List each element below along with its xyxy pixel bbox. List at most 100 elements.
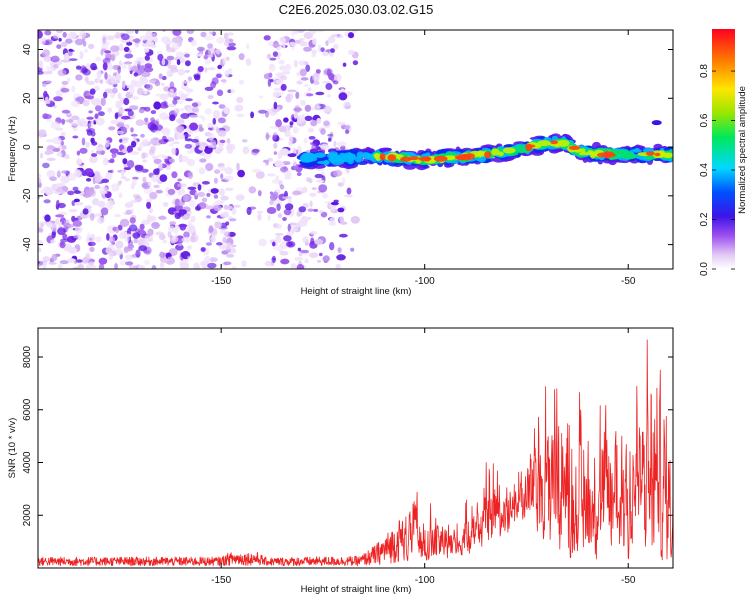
spectrogram-noise-blob bbox=[219, 139, 226, 144]
spectrogram-noise-blob bbox=[147, 181, 152, 187]
spectrogram-noise-blob bbox=[115, 31, 121, 39]
spectrogram-noise-blob bbox=[183, 231, 190, 239]
spectrogram-noise-blob bbox=[71, 115, 79, 121]
spectrogram-noise-blob bbox=[111, 183, 120, 192]
spectrogram-noise-blob bbox=[171, 147, 177, 155]
spectrogram-noise-blob bbox=[108, 126, 116, 131]
spectrogram-noise-blob bbox=[332, 80, 339, 85]
spectrogram-noise-blob bbox=[163, 100, 168, 107]
spectrogram-noise-blob bbox=[159, 262, 165, 268]
spectrogram-noise-blob bbox=[330, 201, 339, 206]
spectrogram-noise-blob bbox=[121, 62, 127, 70]
spectrogram-noise-blob bbox=[82, 99, 90, 107]
spectrogram-noise-blob bbox=[227, 67, 233, 74]
spectrogram-noise-blob bbox=[126, 160, 135, 169]
spectrogram-noise-blob bbox=[179, 155, 189, 163]
spectrogram-noise-blob bbox=[323, 120, 330, 126]
spectrogram-noise-blob bbox=[96, 77, 100, 83]
spectrogram-signal-blob bbox=[428, 156, 436, 163]
spectrogram-noise-blob bbox=[62, 233, 68, 241]
spectrogram-signal-blob bbox=[623, 153, 638, 159]
spectrogram-noise-blob bbox=[97, 111, 105, 117]
spectrogram-noise-blob bbox=[305, 64, 311, 72]
spectrogram-noise-blob bbox=[330, 48, 335, 53]
spectrogram-noise-blob bbox=[273, 136, 277, 140]
spectrogram-noise-blob bbox=[143, 66, 154, 73]
spectrogram-noise-blob bbox=[273, 101, 278, 110]
snr-y-tick-label: 4000 bbox=[22, 451, 33, 474]
spectrogram-noise-blob bbox=[231, 207, 237, 215]
spectrogram-noise-blob bbox=[308, 136, 316, 140]
spectrogram-noise-blob bbox=[102, 157, 109, 166]
spectrogram-noise-blob bbox=[298, 60, 308, 66]
spectrogram-noise-blob bbox=[314, 173, 324, 179]
spectrogram-noise-blob bbox=[148, 207, 153, 214]
spectrogram-noise-blob bbox=[118, 192, 123, 199]
spectrogram-noise-blob bbox=[235, 194, 245, 201]
spectrogram-noise-blob bbox=[140, 133, 145, 138]
spectrogram-noise-blob bbox=[246, 43, 250, 50]
spectrogram-noise-blob bbox=[118, 60, 123, 67]
spectrogram-noise-blob bbox=[210, 188, 219, 194]
spectrogram-noise-blob bbox=[216, 242, 223, 246]
spectrogram-noise-blob bbox=[39, 152, 44, 159]
spectrogram-noise-blob bbox=[186, 92, 190, 96]
spectrogram-noise-blob bbox=[101, 33, 108, 42]
spectrogram-noise-blob bbox=[79, 51, 84, 60]
spectrogram-noise-blob bbox=[222, 211, 229, 217]
spectrogram-noise-blob bbox=[300, 99, 306, 106]
spectrogram-noise-blob bbox=[213, 110, 221, 119]
spectrogram-noise-blob bbox=[207, 43, 214, 49]
spectrogram-noise-blob bbox=[100, 97, 106, 107]
spectrogram-noise-blob bbox=[123, 97, 130, 106]
spectrogram-noise-blob bbox=[75, 74, 83, 81]
spectrogram-noise-blob bbox=[123, 167, 131, 171]
spectrogram-noise-blob bbox=[167, 225, 175, 233]
spectrogram-noise-blob bbox=[297, 247, 302, 252]
spectrogram-noise-blob bbox=[320, 47, 325, 53]
spectrogram-noise-blob bbox=[38, 227, 44, 233]
spectrogram-noise-blob bbox=[38, 67, 43, 73]
spectrogram-noise-blob bbox=[127, 110, 134, 117]
spectrogram-noise-blob bbox=[187, 171, 194, 180]
spectrogram-noise-blob bbox=[161, 58, 166, 66]
spectrogram-noise-blob bbox=[316, 105, 321, 109]
colorbar-label: Normalized spectral amplitude bbox=[737, 86, 748, 214]
spectrogram-noise-blob bbox=[294, 256, 304, 262]
spectrogram-noise-blob bbox=[45, 80, 52, 84]
spectrogram-noise-blob bbox=[212, 117, 217, 125]
spectrogram-noise-blob bbox=[142, 138, 149, 146]
spectrogram-noise-blob bbox=[57, 263, 63, 269]
spectrogram-noise-blob bbox=[88, 110, 93, 114]
spectrogram-noise-blob bbox=[238, 53, 245, 61]
spectrogram-y-tick-label: 40 bbox=[22, 44, 33, 56]
spectrogram-noise-blob bbox=[230, 248, 235, 254]
spectrogram-noise-blob bbox=[73, 198, 80, 203]
spectrogram-noise-blob bbox=[40, 222, 44, 228]
spectrogram-noise-blob bbox=[159, 112, 169, 121]
spectrogram-noise-blob bbox=[222, 236, 227, 244]
spectrogram-noise-blob bbox=[206, 192, 211, 197]
spectrogram-noise-blob bbox=[167, 188, 176, 195]
spectrogram-noise-blob bbox=[135, 119, 145, 126]
snr-x-tick-label: -150 bbox=[211, 575, 231, 586]
spectrogram-noise-blob bbox=[98, 263, 105, 269]
spectrogram-noise-blob bbox=[81, 121, 89, 125]
spectrogram-noise-blob bbox=[320, 128, 326, 135]
spectrogram-noise-blob bbox=[38, 30, 43, 39]
spectrogram-noise-blob bbox=[293, 159, 297, 166]
spectrogram-noise-blob bbox=[213, 204, 222, 212]
spectrogram-noise-blob bbox=[293, 59, 298, 68]
spectrogram-noise-blob bbox=[72, 186, 79, 192]
spectrogram-noise-blob bbox=[67, 190, 75, 196]
spectrogram-x-axis: -150 -100 -50 bbox=[211, 30, 636, 287]
spectrogram-noise-blob bbox=[200, 31, 207, 38]
spectrogram-noise-blob bbox=[130, 183, 135, 190]
spectrogram-noise-blob bbox=[198, 167, 206, 175]
spectrogram-noise-blob bbox=[118, 118, 127, 124]
spectrogram-noise-blob bbox=[162, 156, 169, 160]
snr-frame bbox=[37, 327, 674, 569]
spectrogram-noise-blob bbox=[117, 66, 121, 74]
spectrogram-noise-blob bbox=[174, 108, 180, 114]
spectrogram-noise-blob bbox=[290, 263, 297, 269]
